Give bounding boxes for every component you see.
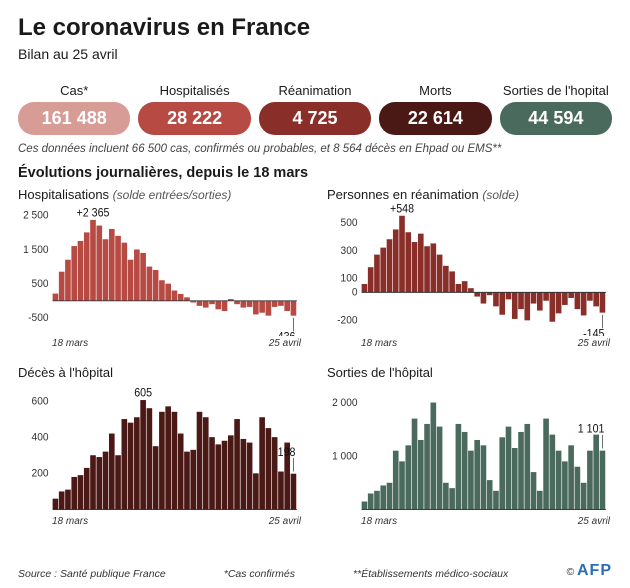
chart-deces: Décès à l'hôpital 200 400 600 605 198 18 mars2… — [18, 365, 303, 527]
svg-text:198: 198 — [278, 446, 296, 459]
footer: Source : Santé publique France *Cas conf… — [18, 562, 612, 580]
chart-date-range: 18 mars25 avril — [18, 338, 303, 349]
svg-text:600: 600 — [32, 395, 49, 408]
stat-col-4: Sorties de l'hopital 44 594 — [500, 70, 612, 135]
chart-title: Sorties de l'hôpital — [327, 365, 612, 380]
svg-text:1 500: 1 500 — [23, 243, 49, 256]
chart-title: Hospitalisations (solde entrées/sorties) — [18, 187, 303, 202]
stat-col-1: Hospitalisés 28 222 — [138, 70, 250, 135]
footer-note-cas: *Cas confirmés — [224, 568, 295, 580]
svg-text:-145: -145 — [583, 328, 604, 336]
svg-text:-500: -500 — [28, 312, 48, 325]
chart-date-range: 18 mars25 avril — [327, 338, 612, 349]
subtitle: Bilan au 25 avril — [18, 46, 612, 62]
stat-pill: 22 614 — [379, 102, 491, 135]
svg-text:2 500: 2 500 — [23, 209, 49, 222]
stat-label: Sorties de l'hopital — [503, 70, 609, 98]
chart-title: Personnes en réanimation (solde) — [327, 187, 612, 202]
stat-label: Hospitalisés — [160, 70, 230, 98]
stat-pill: 28 222 — [138, 102, 250, 135]
stat-col-2: Réanimation 4 725 — [259, 70, 371, 135]
svg-text:200: 200 — [32, 467, 49, 480]
stat-label: Cas* — [60, 70, 88, 98]
svg-text:605: 605 — [134, 387, 152, 400]
svg-text:2 000: 2 000 — [332, 396, 358, 409]
svg-text:+548: +548 — [390, 204, 414, 216]
svg-text:400: 400 — [32, 431, 49, 444]
chart-hospitalisations: Hospitalisations (solde entrées/sorties)… — [18, 187, 303, 349]
footer-source: Source : Santé publique France — [18, 568, 166, 580]
stat-pill: 44 594 — [500, 102, 612, 135]
chart-date-range: 18 mars25 avril — [18, 516, 303, 527]
chart-reanimation: Personnes en réanimation (solde) -200 0100… — [327, 187, 612, 349]
footnote-main: Ces données incluent 66 500 cas, confirm… — [18, 143, 612, 155]
chart-title: Décès à l'hôpital — [18, 365, 303, 380]
page-title: Le coronavirus en France — [18, 14, 612, 42]
footer-right: © AFP — [566, 562, 612, 580]
stats-pill-row: Cas* 161 488 Hospitalisés 28 222 Réanimation… — [18, 70, 612, 135]
afp-logo: AFP — [577, 562, 612, 579]
stat-label: Réanimation — [279, 70, 352, 98]
stat-pill: 4 725 — [259, 102, 371, 135]
stat-label: Morts — [419, 70, 452, 98]
svg-text:100: 100 — [341, 272, 358, 285]
svg-text:500: 500 — [32, 278, 49, 291]
stat-col-0: Cas* 161 488 — [18, 70, 130, 135]
stat-col-3: Morts 22 614 — [379, 70, 491, 135]
svg-text:300: 300 — [341, 244, 358, 257]
svg-text:-200: -200 — [337, 314, 357, 327]
section-title: Évolutions journalières, depuis le 18 ma… — [18, 165, 612, 181]
footer-note-ems: **Établissements médico-sociaux — [353, 568, 508, 580]
svg-text:500: 500 — [341, 216, 358, 229]
chart-date-range: 18 mars25 avril — [327, 516, 612, 527]
svg-text:-436: -436 — [274, 331, 295, 336]
svg-text:1 101: 1 101 — [578, 423, 605, 436]
stat-pill: 161 488 — [18, 102, 130, 135]
svg-text:1 000: 1 000 — [332, 450, 358, 463]
svg-text:0: 0 — [352, 286, 358, 299]
charts-grid: Hospitalisations (solde entrées/sorties)… — [18, 187, 612, 527]
chart-sorties: Sorties de l'hôpital 1 000 2 000 1 101 18 ma… — [327, 365, 612, 527]
svg-text:+2 365: +2 365 — [77, 207, 110, 220]
